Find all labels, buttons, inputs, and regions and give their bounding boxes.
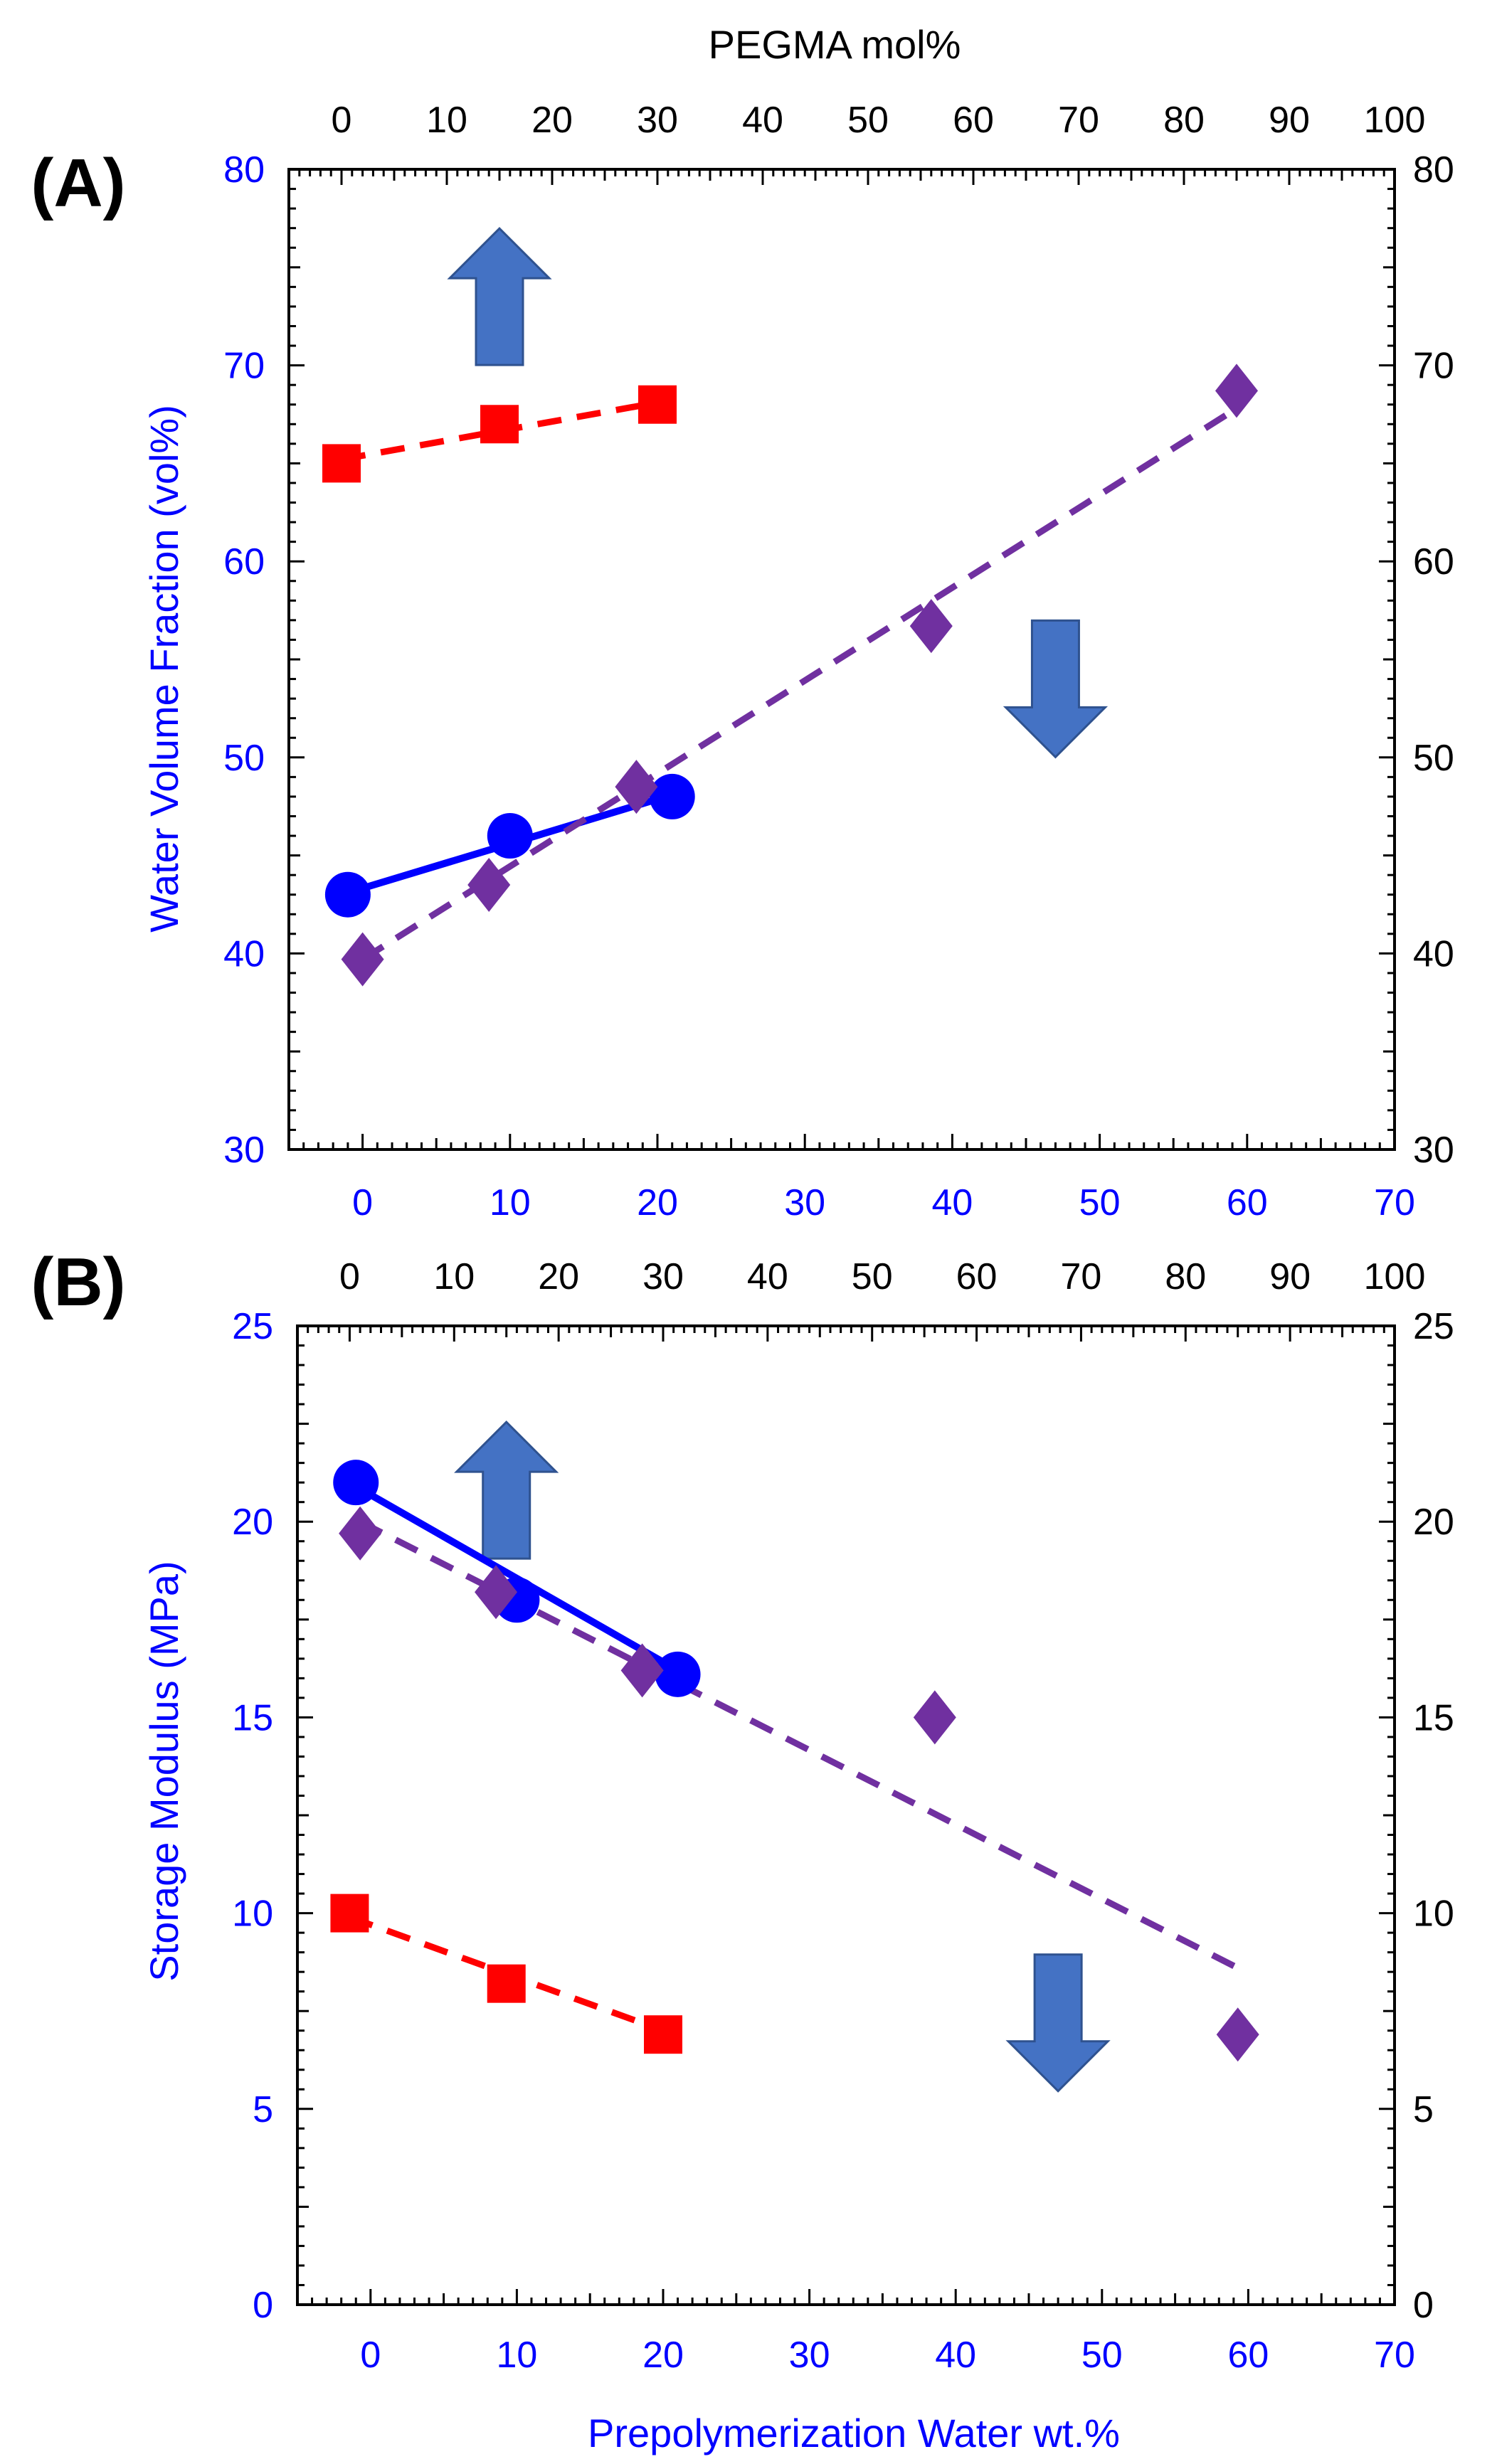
data-point-square xyxy=(330,1894,369,1933)
y-tick-label-left: 70 xyxy=(223,346,265,387)
x-tick-label-top: 0 xyxy=(332,100,352,141)
y-tick-label-left: 30 xyxy=(223,1130,265,1171)
y-tick-label-right: 40 xyxy=(1413,933,1454,975)
data-point-circle xyxy=(649,773,695,819)
y-tick-label-left: 50 xyxy=(223,738,265,779)
x-tick-label-bottom: 50 xyxy=(1079,1182,1121,1223)
y-tick-label-right: 0 xyxy=(1413,2285,1434,2326)
x-tick-label-top: 60 xyxy=(953,100,994,141)
x-tick-label-bottom: 20 xyxy=(642,2335,684,2376)
data-point-diamond xyxy=(339,1506,382,1561)
x-tick-label-top: 10 xyxy=(426,100,467,141)
data-point-diamond xyxy=(1215,363,1258,418)
y-tick-label-left: 20 xyxy=(232,1502,273,1543)
data-point-circle xyxy=(324,871,371,918)
x-tick-label-bottom: 60 xyxy=(1227,2335,1269,2376)
x-tick-label-top: 50 xyxy=(847,100,889,141)
x-tick-label-top: 0 xyxy=(339,1256,360,1297)
y-tick-label-left: 10 xyxy=(232,1894,273,1935)
x-tick-label-top: 10 xyxy=(433,1256,475,1297)
x-tick-label-top: 70 xyxy=(1058,100,1099,141)
x-tick-label-top: 100 xyxy=(1364,1256,1426,1297)
x-tick-label-top: 20 xyxy=(531,100,573,141)
data-point-diamond xyxy=(909,599,953,654)
x-tick-label-top: 40 xyxy=(747,1256,788,1297)
x-tick-label-top: 20 xyxy=(538,1256,579,1297)
y-tick-label-left: 25 xyxy=(232,1306,273,1347)
panel-label-a: (A) xyxy=(31,145,125,221)
x-tick-label-bottom: 30 xyxy=(784,1182,825,1223)
y-tick-label-right: 15 xyxy=(1413,1697,1454,1738)
x-tick-label-top: 50 xyxy=(852,1256,893,1297)
panel-a: (A) PEGMA mol% Water Volume Fraction (vo… xyxy=(31,22,1454,1223)
x-tick-label-top: 30 xyxy=(642,1256,684,1297)
up-arrow-icon xyxy=(454,1420,559,1560)
y-tick-label-left: 80 xyxy=(223,149,265,191)
x-tick-label-bottom: 40 xyxy=(931,1182,973,1223)
x-tick-label-top: 40 xyxy=(742,100,783,141)
y-axis-title-b: Storage Modulus (MPa) xyxy=(142,1561,186,1981)
data-point-diamond xyxy=(913,1690,956,1745)
x-tick-label-top: 60 xyxy=(956,1256,998,1297)
x-tick-label-top: 70 xyxy=(1061,1256,1102,1297)
y-tick-label-right: 70 xyxy=(1413,346,1454,387)
y-tick-label-left: 15 xyxy=(232,1697,273,1738)
data-point-square xyxy=(638,385,677,424)
data-point-diamond xyxy=(1216,2007,1259,2062)
x-tick-label-bottom: 20 xyxy=(637,1182,678,1223)
up-arrow-icon xyxy=(447,227,552,366)
data-point-square xyxy=(487,1964,526,2003)
y-tick-label-right: 50 xyxy=(1413,738,1454,779)
x-tick-label-top: 100 xyxy=(1364,100,1426,141)
y-tick-label-left: 5 xyxy=(253,2089,273,2130)
data-point-diamond xyxy=(341,932,384,987)
data-point-circle xyxy=(487,813,533,859)
x-tick-label-top: 90 xyxy=(1269,1256,1311,1297)
data-point-diamond xyxy=(615,760,658,814)
x-tick-label-bottom: 0 xyxy=(352,1182,373,1223)
panel-label-b: (B) xyxy=(31,1244,125,1320)
y-tick-label-right: 80 xyxy=(1413,149,1454,191)
data-point-square xyxy=(322,444,361,483)
data-point-circle xyxy=(655,1651,701,1697)
fit-line-diamond xyxy=(361,405,1239,962)
data-point-square xyxy=(644,2015,682,2054)
data-point-square xyxy=(480,405,519,444)
y-tick-label-right: 30 xyxy=(1413,1130,1454,1171)
data-point-diamond xyxy=(467,857,511,912)
y-tick-label-right: 5 xyxy=(1413,2089,1434,2130)
y-tick-label-left: 40 xyxy=(223,933,265,975)
x-tick-label-bottom: 30 xyxy=(789,2335,830,2376)
y-tick-label-right: 10 xyxy=(1413,1894,1454,1935)
down-arrow-icon xyxy=(1003,619,1109,759)
x-tick-label-bottom: 10 xyxy=(490,1182,531,1223)
y-tick-label-right: 20 xyxy=(1413,1502,1454,1543)
y-tick-label-left: 60 xyxy=(223,541,265,583)
x-axis-title: Prepolymerization Water wt.% xyxy=(588,2411,1120,2455)
y-tick-label-right: 60 xyxy=(1413,541,1454,583)
x-tick-label-top: 30 xyxy=(637,100,678,141)
down-arrow-icon xyxy=(1005,1953,1111,2093)
x-tick-label-bottom: 70 xyxy=(1374,2335,1415,2376)
x-tick-label-bottom: 70 xyxy=(1374,1182,1415,1223)
x-tick-label-bottom: 40 xyxy=(935,2335,976,2376)
y-tick-label-right: 25 xyxy=(1413,1306,1454,1347)
top-axis-title: PEGMA mol% xyxy=(709,22,961,67)
x-tick-label-bottom: 60 xyxy=(1227,1182,1268,1223)
y-tick-label-left: 0 xyxy=(253,2285,273,2326)
x-tick-label-top: 80 xyxy=(1165,1256,1206,1297)
panel-b: (B) Storage Modulus (MPa) Prepolymerizat… xyxy=(31,1244,1454,2455)
x-tick-label-top: 80 xyxy=(1163,100,1205,141)
x-tick-label-bottom: 10 xyxy=(496,2335,537,2376)
x-tick-label-bottom: 50 xyxy=(1081,2335,1123,2376)
x-tick-label-top: 90 xyxy=(1269,100,1310,141)
y-axis-title-a: Water Volume Fraction (vol%) xyxy=(142,405,186,933)
x-tick-label-bottom: 0 xyxy=(360,2335,381,2376)
data-point-diamond xyxy=(475,1565,518,1620)
data-point-circle xyxy=(333,1460,379,1506)
data-point-diamond xyxy=(620,1643,664,1698)
